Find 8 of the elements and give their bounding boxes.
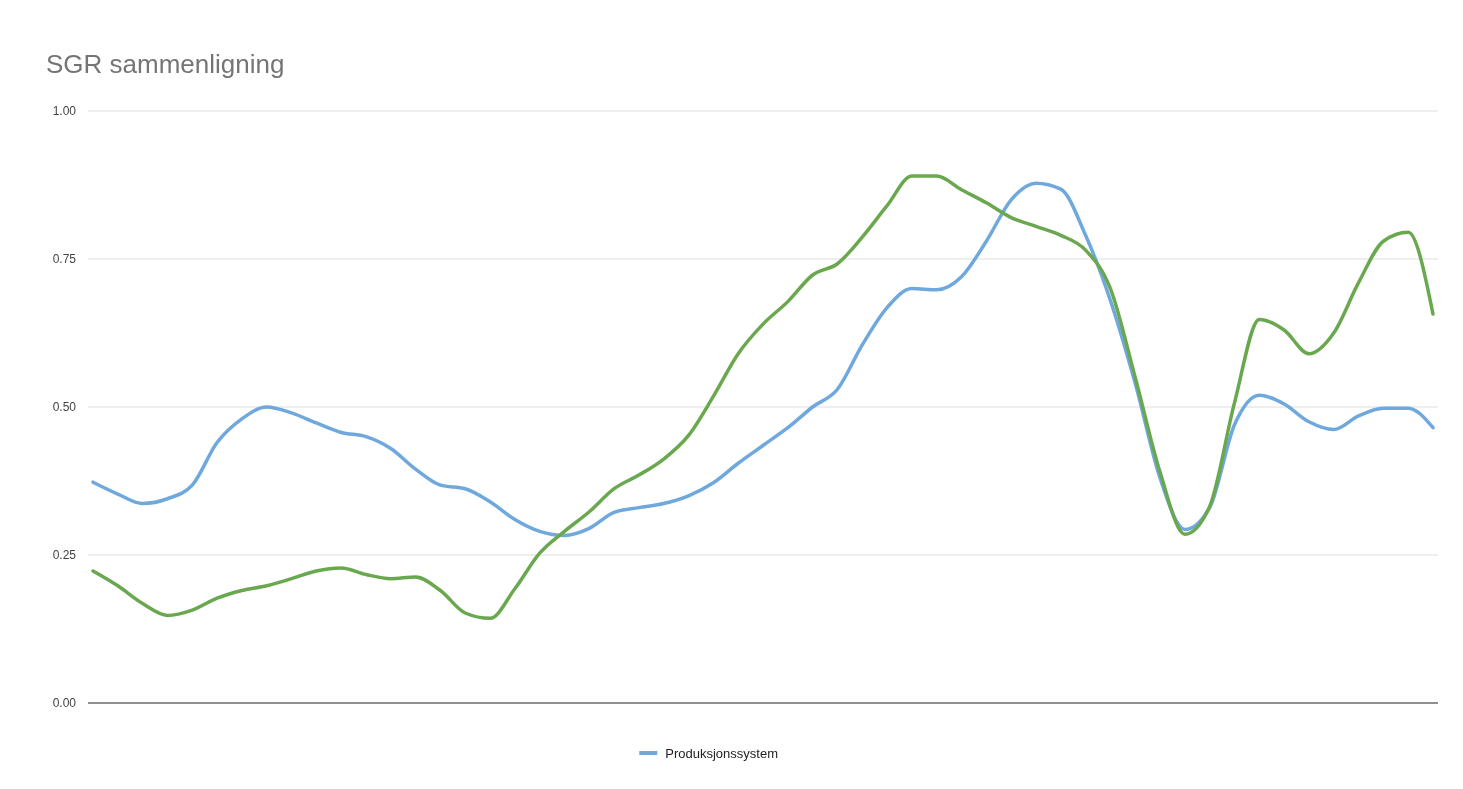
line-series: [91, 174, 1435, 621]
y-tick-label: 0.25: [52, 548, 77, 563]
y-tick-label: 1.00: [52, 104, 77, 119]
y-tick-label: 0.75: [52, 252, 77, 267]
y-tick-label: 0.50: [52, 400, 77, 415]
y-tick-label: 0.00: [52, 696, 77, 711]
legend-label: Produksjonssystem: [665, 745, 778, 761]
chart-title: SGR sammenligning: [46, 49, 285, 79]
